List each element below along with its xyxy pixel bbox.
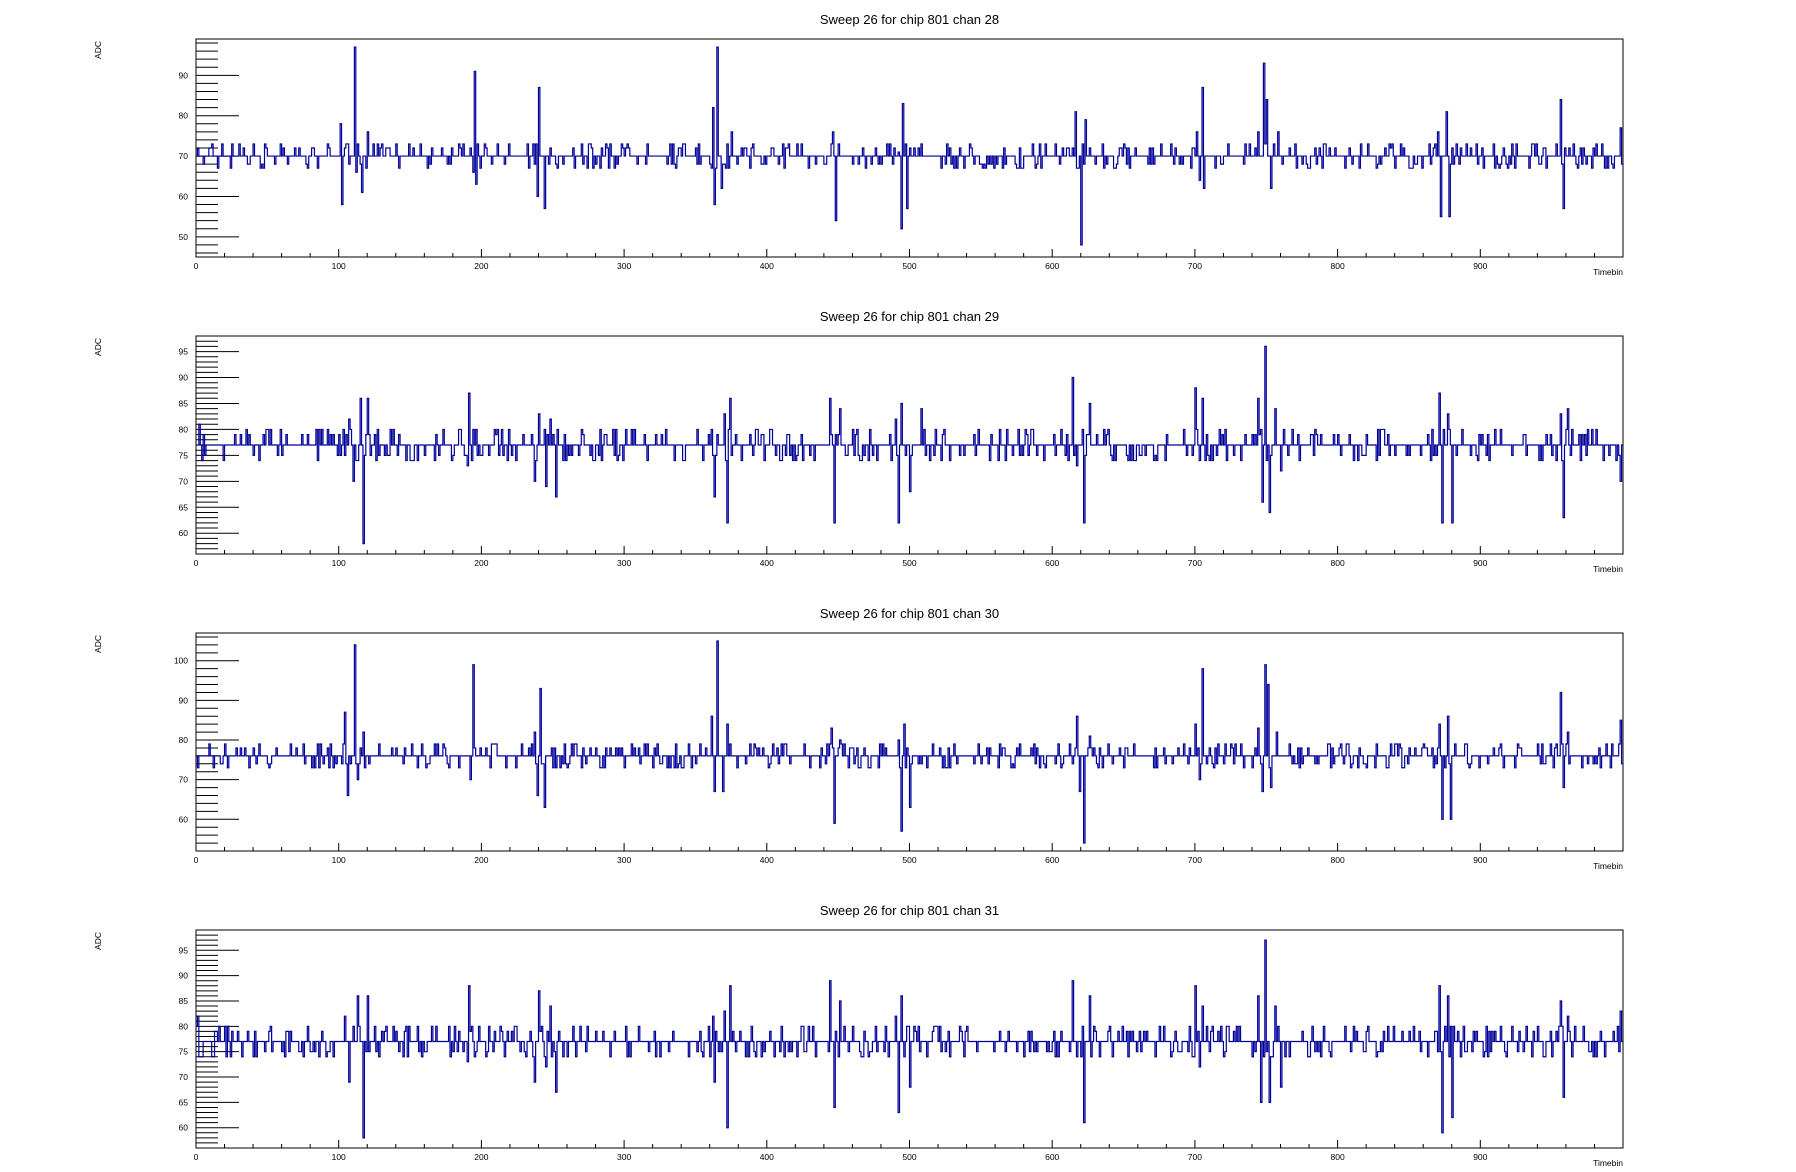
- x-tick-label: 900: [1473, 261, 1487, 271]
- x-tick-label: 100: [332, 855, 346, 865]
- chart-panel-2: Sweep 26 for chip 801 chan 29 ADC Timebin 6…: [93, 309, 1624, 574]
- x-tick-label: 700: [1188, 558, 1202, 568]
- y-tick-label: 60: [179, 1123, 189, 1133]
- x-tick-label: 400: [760, 855, 774, 865]
- x-axis-label: Timebin: [1593, 267, 1623, 277]
- x-tick-label: 500: [902, 558, 916, 568]
- x-tick-label: 200: [474, 558, 488, 568]
- y-tick-label: 80: [179, 735, 189, 745]
- y-tick-label: 65: [179, 1097, 189, 1107]
- x-tick-label: 600: [1045, 855, 1059, 865]
- y-tick-label: 100: [174, 656, 188, 666]
- x-tick-label: 100: [332, 558, 346, 568]
- y-tick-label: 80: [179, 111, 189, 121]
- y-tick-label: 70: [179, 775, 189, 785]
- y-axis-label: ADC: [93, 635, 103, 653]
- y-axis-label: ADC: [93, 338, 103, 356]
- x-axis-label: Timebin: [1593, 564, 1623, 574]
- series-line: [196, 345, 1623, 545]
- y-tick-label: 95: [179, 945, 189, 955]
- x-tick-label: 900: [1473, 558, 1487, 568]
- chart-panel-4: Sweep 26 for chip 801 chan 31 ADC Timebin 6…: [93, 903, 1624, 1168]
- chart-title: Sweep 26 for chip 801 chan 29: [820, 309, 999, 324]
- x-tick-label: 200: [474, 1152, 488, 1162]
- x-tick-label: 100: [332, 1152, 346, 1162]
- series-line: [196, 46, 1623, 246]
- chart-panel-1: Sweep 26 for chip 801 chan 28 ADC Timebin 5…: [93, 12, 1624, 277]
- x-tick-label: 0: [194, 855, 199, 865]
- x-tick-label: 500: [902, 855, 916, 865]
- x-tick-label: 400: [760, 558, 774, 568]
- x-tick-label: 800: [1331, 1152, 1345, 1162]
- series-line: [196, 939, 1623, 1139]
- x-tick-label: 0: [194, 1152, 199, 1162]
- chart-title: Sweep 26 for chip 801 chan 28: [820, 12, 999, 27]
- y-axis-label: ADC: [93, 932, 103, 950]
- y-tick-label: 95: [179, 347, 189, 357]
- chart-title: Sweep 26 for chip 801 chan 30: [820, 606, 999, 621]
- y-tick-label: 90: [179, 971, 189, 981]
- x-tick-label: 0: [194, 261, 199, 271]
- x-tick-label: 800: [1331, 261, 1345, 271]
- x-tick-label: 0: [194, 558, 199, 568]
- x-tick-label: 300: [617, 855, 631, 865]
- series-line: [196, 640, 1623, 844]
- chart-title: Sweep 26 for chip 801 chan 31: [820, 903, 999, 918]
- x-tick-label: 700: [1188, 261, 1202, 271]
- y-tick-label: 80: [179, 1021, 189, 1031]
- x-tick-label: 100: [332, 261, 346, 271]
- plot-frame: [195, 632, 1624, 852]
- y-tick-label: 60: [179, 814, 189, 824]
- y-tick-label: 75: [179, 1047, 189, 1057]
- x-tick-label: 600: [1045, 261, 1059, 271]
- x-tick-label: 400: [760, 261, 774, 271]
- y-tick-label: 75: [179, 450, 189, 460]
- y-tick-label: 60: [179, 528, 189, 538]
- x-tick-label: 300: [617, 1152, 631, 1162]
- x-tick-label: 200: [474, 855, 488, 865]
- x-tick-label: 800: [1331, 855, 1345, 865]
- x-tick-label: 700: [1188, 1152, 1202, 1162]
- x-tick-label: 400: [760, 1152, 774, 1162]
- x-tick-label: 600: [1045, 558, 1059, 568]
- x-tick-label: 700: [1188, 855, 1202, 865]
- y-tick-label: 70: [179, 1072, 189, 1082]
- y-tick-label: 50: [179, 232, 189, 242]
- chart-panel-3: Sweep 26 for chip 801 chan 30 ADC Timebin 6…: [93, 606, 1624, 871]
- y-tick-label: 70: [179, 151, 189, 161]
- y-tick-label: 65: [179, 502, 189, 512]
- x-axis-label: Timebin: [1593, 1158, 1623, 1168]
- x-tick-label: 300: [617, 261, 631, 271]
- x-tick-label: 500: [902, 1152, 916, 1162]
- x-tick-label: 200: [474, 261, 488, 271]
- x-tick-label: 300: [617, 558, 631, 568]
- y-tick-label: 90: [179, 70, 189, 80]
- y-tick-label: 90: [179, 373, 189, 383]
- x-tick-label: 800: [1331, 558, 1345, 568]
- y-tick-label: 90: [179, 695, 189, 705]
- x-tick-label: 600: [1045, 1152, 1059, 1162]
- y-tick-label: 85: [179, 996, 189, 1006]
- x-tick-label: 900: [1473, 1152, 1487, 1162]
- x-tick-label: 500: [902, 261, 916, 271]
- y-axis-label: ADC: [93, 41, 103, 59]
- x-tick-label: 900: [1473, 855, 1487, 865]
- y-tick-label: 80: [179, 424, 189, 434]
- y-tick-label: 85: [179, 398, 189, 408]
- y-tick-label: 70: [179, 476, 189, 486]
- x-axis-label: Timebin: [1593, 861, 1623, 871]
- y-tick-label: 60: [179, 191, 189, 201]
